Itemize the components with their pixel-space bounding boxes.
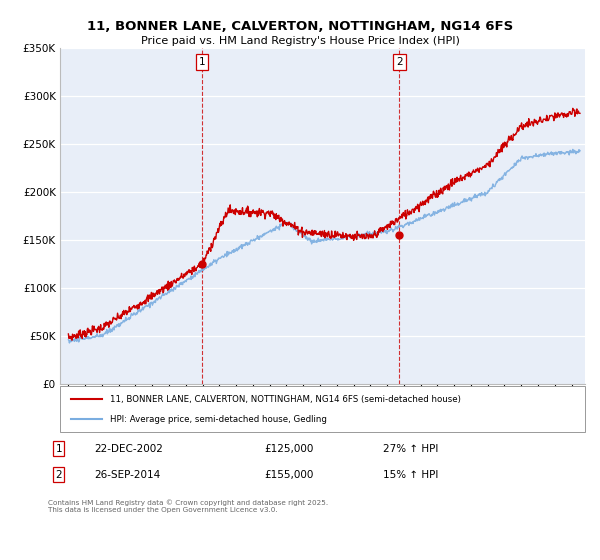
Text: 2: 2 xyxy=(55,470,62,479)
Text: 1: 1 xyxy=(199,57,205,67)
Text: 11, BONNER LANE, CALVERTON, NOTTINGHAM, NG14 6FS (semi-detached house): 11, BONNER LANE, CALVERTON, NOTTINGHAM, … xyxy=(110,395,461,404)
Text: 2: 2 xyxy=(396,57,403,67)
Text: 1: 1 xyxy=(55,444,62,454)
Text: Contains HM Land Registry data © Crown copyright and database right 2025.
This d: Contains HM Land Registry data © Crown c… xyxy=(48,499,328,513)
Text: 26-SEP-2014: 26-SEP-2014 xyxy=(94,470,160,479)
FancyBboxPatch shape xyxy=(60,386,585,432)
Text: 22-DEC-2002: 22-DEC-2002 xyxy=(94,444,163,454)
Text: HPI: Average price, semi-detached house, Gedling: HPI: Average price, semi-detached house,… xyxy=(110,415,327,424)
Text: £125,000: £125,000 xyxy=(264,444,313,454)
Text: Price paid vs. HM Land Registry's House Price Index (HPI): Price paid vs. HM Land Registry's House … xyxy=(140,36,460,46)
Text: £155,000: £155,000 xyxy=(264,470,313,479)
Text: 11, BONNER LANE, CALVERTON, NOTTINGHAM, NG14 6FS: 11, BONNER LANE, CALVERTON, NOTTINGHAM, … xyxy=(87,20,513,32)
Text: 27% ↑ HPI: 27% ↑ HPI xyxy=(383,444,438,454)
Text: 15% ↑ HPI: 15% ↑ HPI xyxy=(383,470,438,479)
